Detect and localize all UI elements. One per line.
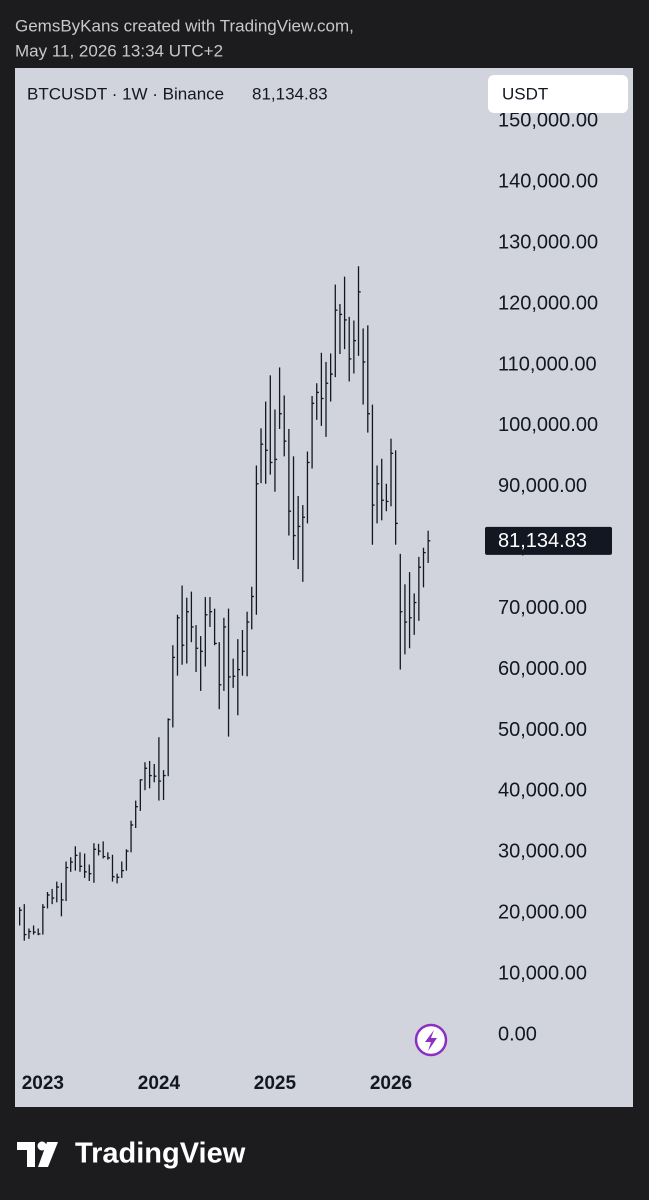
y-tick-label: 70,000.00 — [498, 597, 587, 619]
last-price-label: 81,134.83 — [498, 530, 587, 552]
y-tick-label: 20,000.00 — [498, 902, 587, 924]
currency-button[interactable] — [488, 75, 628, 113]
plot: 0.00 10,000.00 20,000.00 30,000.00 40,000.00… — [18, 110, 598, 1094]
y-tick-label: 50,000.00 — [498, 719, 587, 741]
y-tick-label: 130,000.00 — [498, 231, 598, 253]
logo-mark — [37, 1141, 47, 1151]
y-tick-label: 120,000.00 — [498, 292, 598, 314]
y-tick-label: 140,000.00 — [498, 171, 598, 193]
y-tick-label: 10,000.00 — [498, 962, 587, 984]
header-line: May 11, 2026 13:34 UTC+2 — [15, 41, 223, 60]
y-tick-label: 110,000.00 — [498, 353, 597, 375]
y-tick-label: 150,000.00 — [498, 110, 598, 132]
x-tick-label: 2023 — [22, 1073, 64, 1094]
logo-mark — [17, 1142, 35, 1167]
y-tick-label: 30,000.00 — [498, 841, 587, 863]
chart-panel — [15, 68, 633, 1107]
y-tick-label: 90,000.00 — [498, 475, 587, 497]
y-tick-label: 0.00 — [498, 1023, 537, 1045]
legend-price: 81,134.83 — [252, 84, 328, 103]
last-price-tag — [485, 526, 612, 555]
x-tick-label: 2024 — [138, 1073, 181, 1094]
y-tick-label: 60,000.00 — [498, 658, 587, 680]
y-tick-label: 100,000.00 — [498, 414, 598, 436]
footer-logo: TradingView — [17, 1138, 246, 1170]
logo-mark — [38, 1142, 58, 1167]
overlay: BTCUSDT · 1W · Binance 81,134.83 81,134.… — [27, 75, 628, 1057]
x-tick-label: 2026 — [370, 1073, 412, 1094]
header-line: GemsByKans created with TradingView.com, — [15, 16, 354, 35]
symbol-legend: BTCUSDT · 1W · Binance — [27, 84, 224, 103]
lightning-glyph — [425, 1030, 437, 1051]
currency-button-label[interactable]: USDT — [502, 84, 548, 103]
x-tick-label: 2025 — [254, 1073, 297, 1094]
y-tick-label: 40,000.00 — [498, 780, 587, 802]
footer-brand: TradingView — [75, 1138, 246, 1170]
